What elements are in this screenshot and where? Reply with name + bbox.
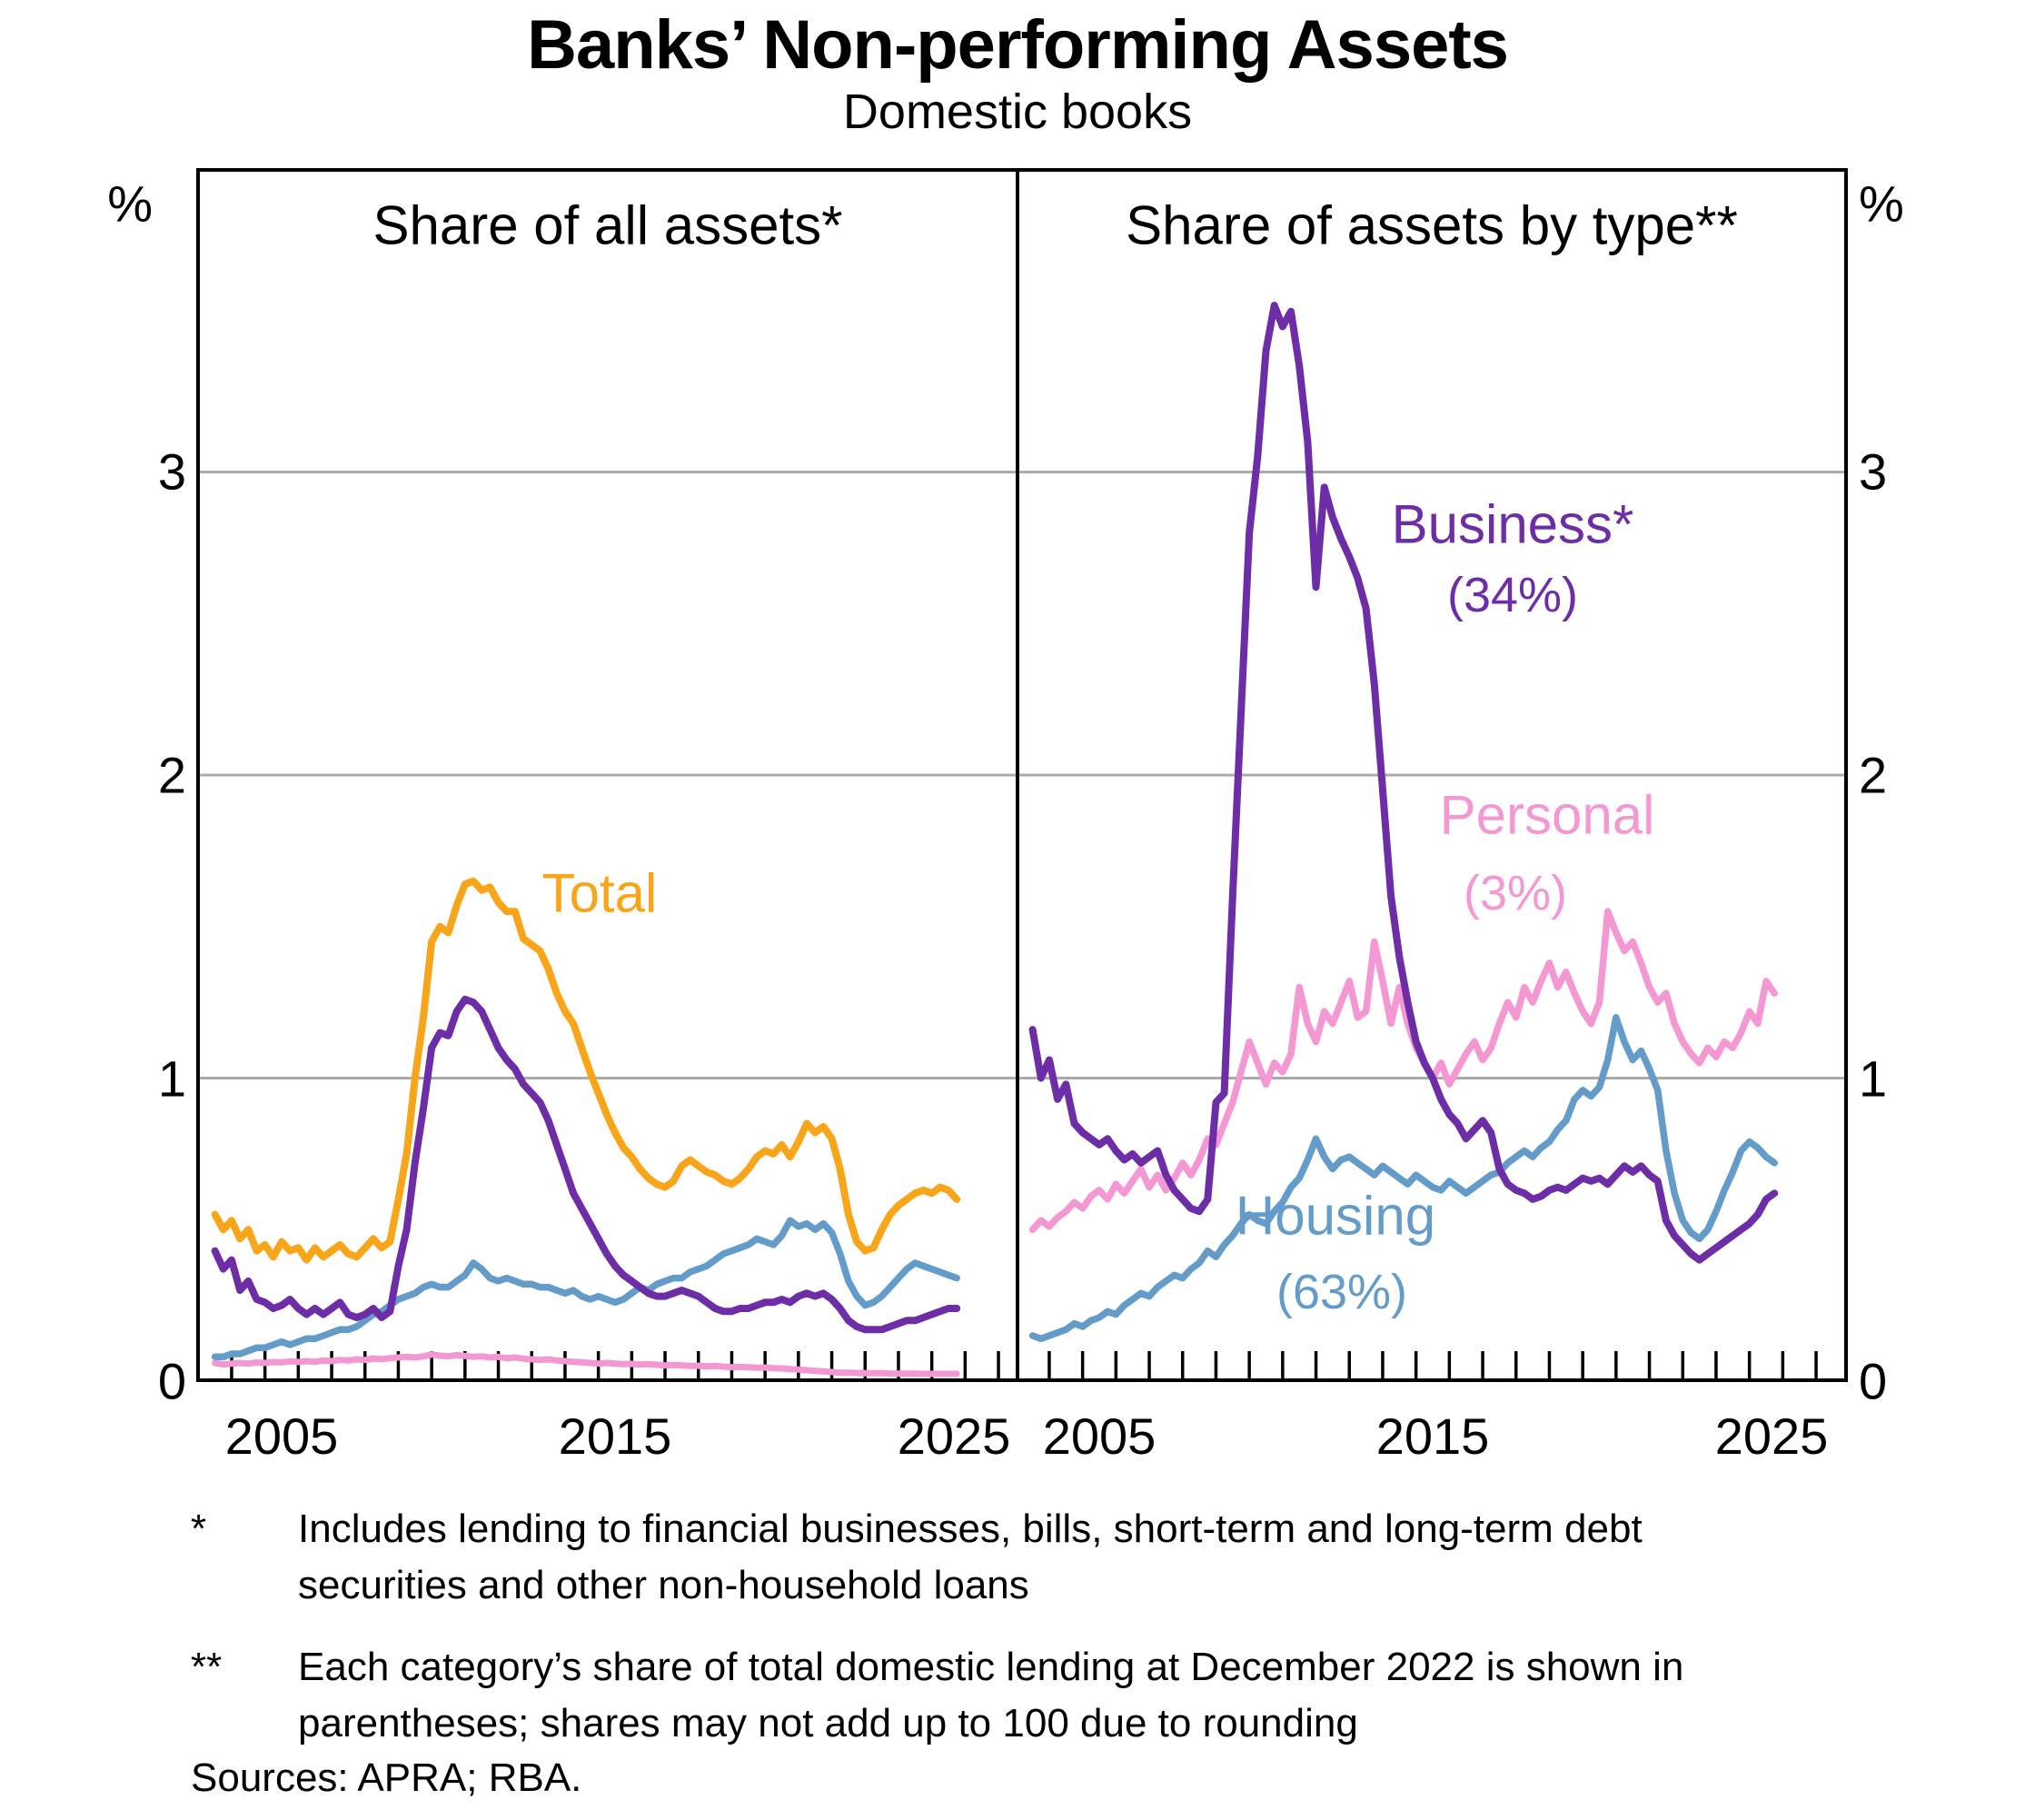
series-line-total-left xyxy=(211,877,961,1264)
footnote-1-marker: * xyxy=(191,1507,207,1551)
series-label-housing: Housing xyxy=(1235,1185,1436,1247)
plot-border xyxy=(196,168,1848,1382)
x-axis-label-2025-right: 2025 xyxy=(1714,1407,1829,1465)
x-axis-label-2025-left: 2025 xyxy=(897,1407,1011,1465)
y-axis-label-0-right: 0 xyxy=(1859,1352,1888,1410)
y-axis-percent-right: % xyxy=(1859,174,1904,233)
footnote-2: ** Each category’s share of total domest… xyxy=(191,1639,1835,1752)
left-panel-header: Share of all assets* xyxy=(372,194,843,256)
series-share-personal: (3%) xyxy=(1463,866,1568,920)
series-share-housing: (63%) xyxy=(1276,1265,1408,1319)
y-axis-label-3-left: 3 xyxy=(157,443,186,501)
footnote-2-text: Each category’s share of total domestic … xyxy=(298,1645,1684,1745)
series-line-personal-right xyxy=(1028,908,1778,1234)
y-axis-label-0-left: 0 xyxy=(157,1352,186,1410)
footnote-2-marker: ** xyxy=(191,1645,223,1689)
sources-line: Sources: APRA; RBA. xyxy=(191,1755,582,1800)
series-label-business: Business* xyxy=(1391,493,1634,555)
x-axis-label-2015-right: 2015 xyxy=(1375,1407,1490,1465)
chart-subtitle: Domestic books xyxy=(842,85,1193,139)
x-axis-label-2005-right: 2005 xyxy=(1042,1407,1156,1465)
series-line-business-left xyxy=(211,995,961,1334)
y-axis-percent-left: % xyxy=(107,174,153,233)
series-label-total: Total xyxy=(541,862,658,924)
series-line-housing-left xyxy=(211,1217,960,1361)
footnote-1: * Includes lending to financial business… xyxy=(191,1501,1835,1614)
series-line-business-right xyxy=(1028,302,1779,1264)
y-axis-label-2-left: 2 xyxy=(157,746,186,804)
right-panel-header: Share of assets by type** xyxy=(1126,194,1738,256)
series-line-housing-right xyxy=(1028,1014,1778,1343)
series-label-personal: Personal xyxy=(1439,784,1655,846)
y-axis-label-1-left: 1 xyxy=(157,1049,186,1108)
chart-title: Banks’ Non-performing Assets xyxy=(527,6,1509,84)
footnotes: * Includes lending to financial business… xyxy=(191,1501,1835,1777)
x-axis-label-2015-left: 2015 xyxy=(558,1407,672,1465)
series-share-business: (34%) xyxy=(1446,568,1579,622)
series-line-personal-left xyxy=(212,1351,960,1377)
y-axis-label-3-right: 3 xyxy=(1859,443,1888,501)
y-axis-label-2-right: 2 xyxy=(1859,746,1888,804)
footnote-1-text: Includes lending to financial businesses… xyxy=(298,1507,1643,1607)
y-axis-label-1-right: 1 xyxy=(1859,1049,1888,1108)
x-axis-label-2005-left: 2005 xyxy=(224,1407,339,1465)
